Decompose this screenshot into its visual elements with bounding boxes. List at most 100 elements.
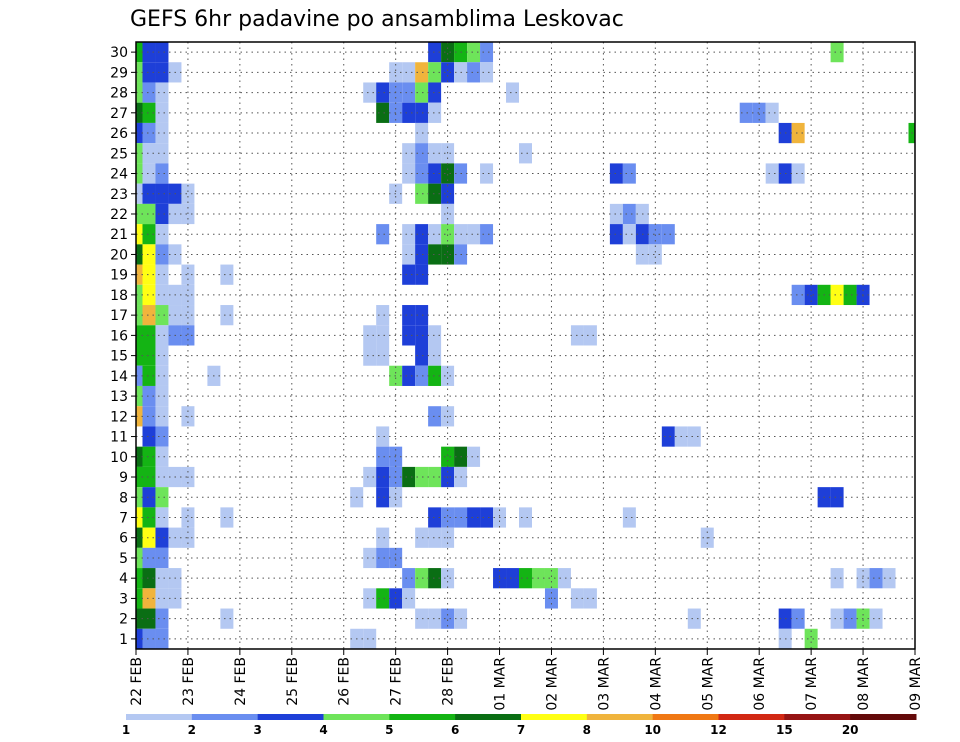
y-tick-label: 20 — [110, 247, 128, 263]
y-tick-label: 16 — [110, 328, 128, 344]
x-axis: 22 FEB 23 FEB 24 FEB 25 FEB 26 FEB 27 FEB 28 F… — [129, 649, 924, 711]
x-tick-label: 28 FEB — [441, 657, 457, 706]
heatmap-cell — [480, 224, 494, 245]
heatmap-cell — [415, 466, 429, 488]
heatmap-cell — [428, 325, 442, 346]
legend-swatch — [850, 714, 917, 720]
x-tick-label: 08 MAR — [856, 657, 872, 711]
heatmap-cell — [155, 406, 169, 427]
heatmap-cell — [765, 163, 779, 184]
legend-swatch — [784, 714, 851, 720]
y-tick-label: 7 — [119, 510, 128, 526]
heatmap-cell — [467, 42, 481, 63]
heatmap-cell — [155, 487, 169, 508]
heatmap-cell — [830, 568, 844, 589]
heatmap-cell — [519, 568, 532, 589]
heatmap-cell — [402, 163, 416, 184]
heatmap-cell — [136, 102, 143, 123]
heatmap-cell — [155, 588, 169, 609]
x-tick-label: 26 FEB — [337, 657, 353, 706]
heatmap-cell — [142, 203, 156, 225]
heatmap-cell — [415, 568, 429, 589]
heatmap-cell — [142, 264, 156, 285]
heatmap-cell — [428, 568, 442, 589]
y-tick-label: 28 — [110, 86, 128, 102]
heatmap-cell — [519, 507, 532, 528]
heatmap-cell — [480, 163, 494, 184]
heatmap-cell — [376, 102, 390, 123]
heatmap-cell — [415, 527, 429, 548]
heatmap-cell — [136, 62, 143, 83]
y-tick-label: 14 — [110, 369, 128, 385]
heatmap-cell — [136, 608, 143, 629]
heatmap-cell — [142, 62, 156, 83]
legend-label: 12 — [710, 723, 727, 737]
heatmap-cell — [155, 183, 169, 204]
y-tick-label: 5 — [119, 551, 128, 567]
y-tick-label: 19 — [110, 268, 128, 284]
x-tick-label: 09 MAR — [908, 657, 924, 711]
heatmap-cell — [402, 568, 416, 589]
heatmap-cell — [765, 102, 779, 123]
heatmap-cell — [376, 305, 390, 326]
heatmap-cell — [415, 608, 429, 629]
legend-label: 7 — [517, 723, 525, 737]
heatmap-cell — [136, 203, 143, 225]
heatmap-cell — [402, 143, 416, 164]
heatmap-cell — [142, 345, 156, 366]
y-tick-label: 18 — [110, 288, 128, 304]
heatmap-cell — [136, 507, 143, 528]
heatmap-cell — [142, 608, 156, 629]
heatmap-cell — [402, 325, 416, 346]
heatmap-cell — [155, 122, 169, 144]
heatmap-cell — [480, 42, 494, 63]
y-tick-label: 26 — [110, 126, 128, 142]
heatmap-cell — [142, 487, 156, 508]
heatmap-cell — [583, 588, 597, 609]
heatmap-cell — [480, 507, 494, 528]
legend-swatch — [718, 714, 785, 720]
x-tick-label: 07 MAR — [804, 657, 820, 711]
y-tick-label: 13 — [110, 389, 128, 405]
heatmap-cell — [415, 305, 429, 326]
heatmap-cell — [441, 507, 455, 528]
heatmap-cell — [428, 608, 442, 629]
heatmap-cell — [415, 163, 429, 184]
heatmap-cell — [142, 446, 156, 467]
heatmap-cell — [441, 62, 455, 83]
heatmap-cell — [428, 527, 442, 548]
heatmap-cell — [136, 628, 143, 649]
heatmap-cell — [220, 608, 234, 629]
heatmap-cell — [376, 224, 390, 245]
heatmap-cell — [402, 305, 416, 326]
heatmap-cell — [506, 568, 520, 589]
legend-label: 1 — [122, 723, 130, 737]
heatmap-cell — [415, 244, 429, 265]
heatmap-cell — [428, 507, 442, 528]
heatmap-cell — [622, 203, 636, 225]
heatmap-cell — [155, 203, 169, 225]
heatmap-cell — [402, 466, 416, 488]
heatmap-cell — [136, 487, 143, 508]
heatmap-cell — [376, 547, 390, 569]
heatmap-cell — [376, 446, 390, 467]
heatmap-cell — [155, 628, 169, 649]
heatmap-cell — [804, 284, 818, 306]
heatmap-cell — [155, 426, 169, 447]
heatmap-cell — [415, 264, 429, 285]
heatmap-cell — [622, 224, 636, 245]
heatmap-cell — [181, 264, 195, 285]
heatmap-cell — [441, 446, 455, 467]
heatmap-cell — [155, 163, 169, 184]
heatmap-cell — [142, 102, 156, 123]
heatmap-cell — [155, 466, 169, 488]
heatmap-cell — [830, 487, 844, 508]
heatmap-cell — [376, 588, 390, 609]
heatmap-cell — [155, 305, 169, 326]
y-tick-label: 23 — [110, 187, 128, 203]
x-tick-label: 02 MAR — [544, 657, 560, 711]
heatmap-cell — [583, 325, 597, 346]
heatmap-cell — [181, 507, 195, 528]
heatmap-cell — [441, 163, 455, 184]
